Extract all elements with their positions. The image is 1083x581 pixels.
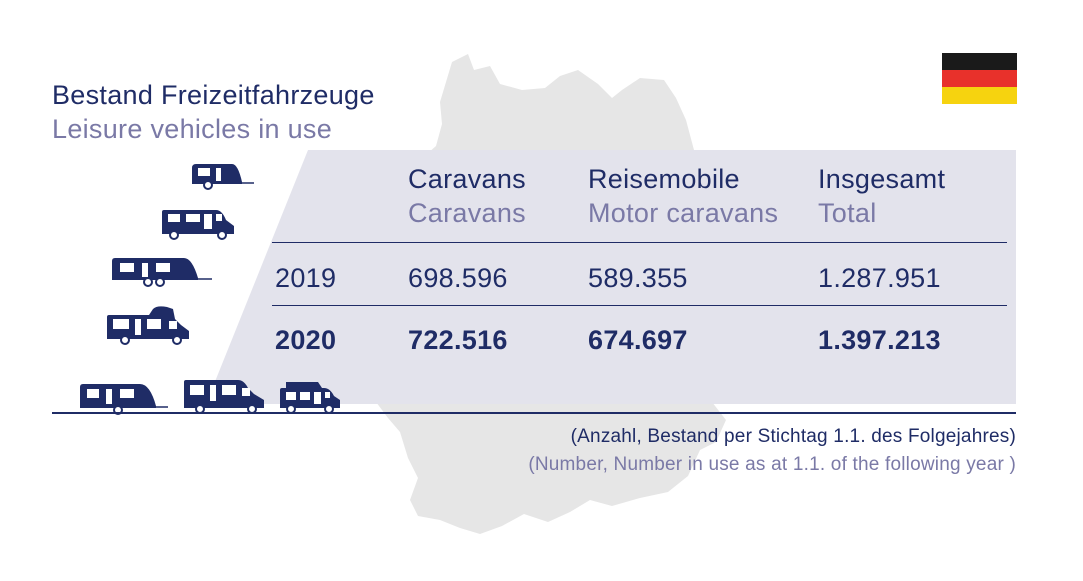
row-divider <box>272 305 1007 306</box>
row-2020-motorhomes: 674.697 <box>588 325 688 355</box>
motorhome-icon <box>107 306 189 345</box>
header-caravans-de: Caravans <box>408 164 526 194</box>
caravan-icon <box>80 384 168 415</box>
van-icon <box>280 382 340 414</box>
row-2019-caravans: 698.596 <box>408 263 508 293</box>
row-2019-year: 2019 <box>275 263 337 293</box>
motorhome-icon <box>184 380 264 414</box>
caravan-icon <box>192 164 254 190</box>
germany-flag-icon <box>942 53 1017 104</box>
header-caravans-en: Caravans <box>408 198 526 228</box>
chart-subtitle: Leisure vehicles in use <box>52 114 333 144</box>
header-motorhomes-de: Reisemobile <box>588 164 740 194</box>
header-total-en: Total <box>818 198 877 228</box>
van-icon <box>162 210 234 240</box>
baseline-rule <box>52 412 1016 414</box>
header-divider <box>272 242 1007 243</box>
row-2020-year: 2020 <box>275 325 337 355</box>
chart-title: Bestand Freizeitfahrzeuge <box>52 80 375 110</box>
row-2020-total: 1.397.213 <box>818 325 941 355</box>
header-total-de: Insgesamt <box>818 164 946 194</box>
header-motorhomes-en: Motor caravans <box>588 198 779 228</box>
caravan-icon <box>112 258 212 287</box>
row-2019-motorhomes: 589.355 <box>588 263 688 293</box>
chart-title-block: Bestand Freizeitfahrzeuge Leisure vehicl… <box>52 78 375 146</box>
row-2019-total: 1.287.951 <box>818 263 941 293</box>
footnote-de: (Anzahl, Bestand per Stichtag 1.1. des F… <box>570 426 1016 447</box>
row-2020-caravans: 722.516 <box>408 325 508 355</box>
footnote-en: (Number, Number in use as at 1.1. of the… <box>528 454 1016 475</box>
